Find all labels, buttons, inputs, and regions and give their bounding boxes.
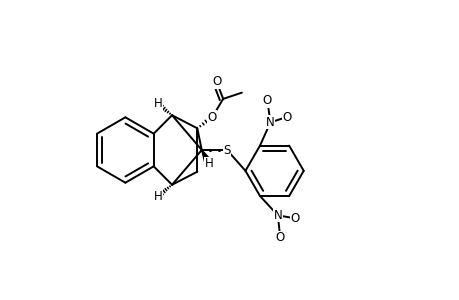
Text: H: H	[153, 190, 162, 202]
Text: O: O	[212, 75, 221, 88]
Text: N: N	[265, 116, 274, 129]
Text: O: O	[207, 111, 216, 124]
Text: H: H	[204, 158, 213, 170]
Polygon shape	[202, 150, 213, 166]
Text: S: S	[223, 143, 230, 157]
Text: H: H	[153, 98, 162, 110]
Text: N: N	[273, 209, 282, 222]
Text: O: O	[290, 212, 299, 225]
Text: O: O	[262, 94, 271, 107]
Text: O: O	[281, 110, 291, 124]
Text: O: O	[275, 231, 284, 244]
